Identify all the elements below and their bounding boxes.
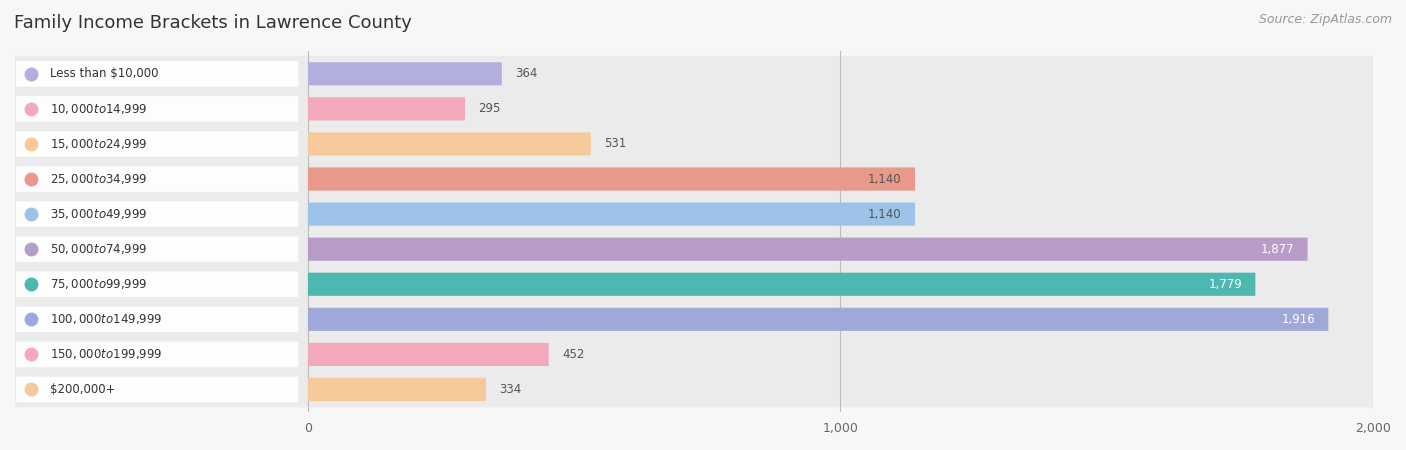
FancyBboxPatch shape [308,343,548,366]
Text: $150,000 to $199,999: $150,000 to $199,999 [49,347,162,361]
FancyBboxPatch shape [308,202,915,226]
Text: 334: 334 [499,383,522,396]
FancyBboxPatch shape [308,378,486,401]
FancyBboxPatch shape [15,56,1374,92]
FancyBboxPatch shape [15,126,1374,162]
FancyBboxPatch shape [308,97,465,121]
FancyBboxPatch shape [308,132,591,156]
FancyBboxPatch shape [15,166,298,192]
FancyBboxPatch shape [15,96,298,122]
Text: 1,140: 1,140 [868,172,901,185]
Text: 295: 295 [478,102,501,115]
Text: $75,000 to $99,999: $75,000 to $99,999 [49,277,148,291]
Text: $15,000 to $24,999: $15,000 to $24,999 [49,137,148,151]
FancyBboxPatch shape [15,236,298,262]
Text: 1,140: 1,140 [868,207,901,220]
FancyBboxPatch shape [15,61,298,86]
Text: 1,916: 1,916 [1281,313,1315,326]
FancyBboxPatch shape [308,273,1256,296]
Text: Family Income Brackets in Lawrence County: Family Income Brackets in Lawrence Count… [14,14,412,32]
FancyBboxPatch shape [15,342,298,367]
FancyBboxPatch shape [15,372,1374,407]
FancyBboxPatch shape [15,161,1374,197]
FancyBboxPatch shape [15,302,1374,337]
Text: $25,000 to $34,999: $25,000 to $34,999 [49,172,148,186]
Text: 1,779: 1,779 [1208,278,1241,291]
FancyBboxPatch shape [308,167,915,191]
Text: Less than $10,000: Less than $10,000 [49,68,157,80]
FancyBboxPatch shape [15,337,1374,372]
FancyBboxPatch shape [308,62,502,86]
Text: $10,000 to $14,999: $10,000 to $14,999 [49,102,148,116]
FancyBboxPatch shape [15,306,298,332]
Text: $35,000 to $49,999: $35,000 to $49,999 [49,207,148,221]
FancyBboxPatch shape [308,238,1308,261]
Text: 452: 452 [562,348,585,361]
Text: 531: 531 [605,137,626,150]
FancyBboxPatch shape [15,231,1374,267]
Text: $50,000 to $74,999: $50,000 to $74,999 [49,242,148,256]
FancyBboxPatch shape [15,271,298,297]
Text: $200,000+: $200,000+ [49,383,115,396]
FancyBboxPatch shape [15,377,298,402]
FancyBboxPatch shape [15,131,298,157]
Text: $100,000 to $149,999: $100,000 to $149,999 [49,312,162,326]
FancyBboxPatch shape [308,308,1329,331]
FancyBboxPatch shape [15,91,1374,127]
FancyBboxPatch shape [15,266,1374,302]
Text: 364: 364 [515,68,537,80]
Text: Source: ZipAtlas.com: Source: ZipAtlas.com [1258,14,1392,27]
FancyBboxPatch shape [15,201,298,227]
Text: 1,877: 1,877 [1261,243,1295,256]
FancyBboxPatch shape [15,196,1374,232]
